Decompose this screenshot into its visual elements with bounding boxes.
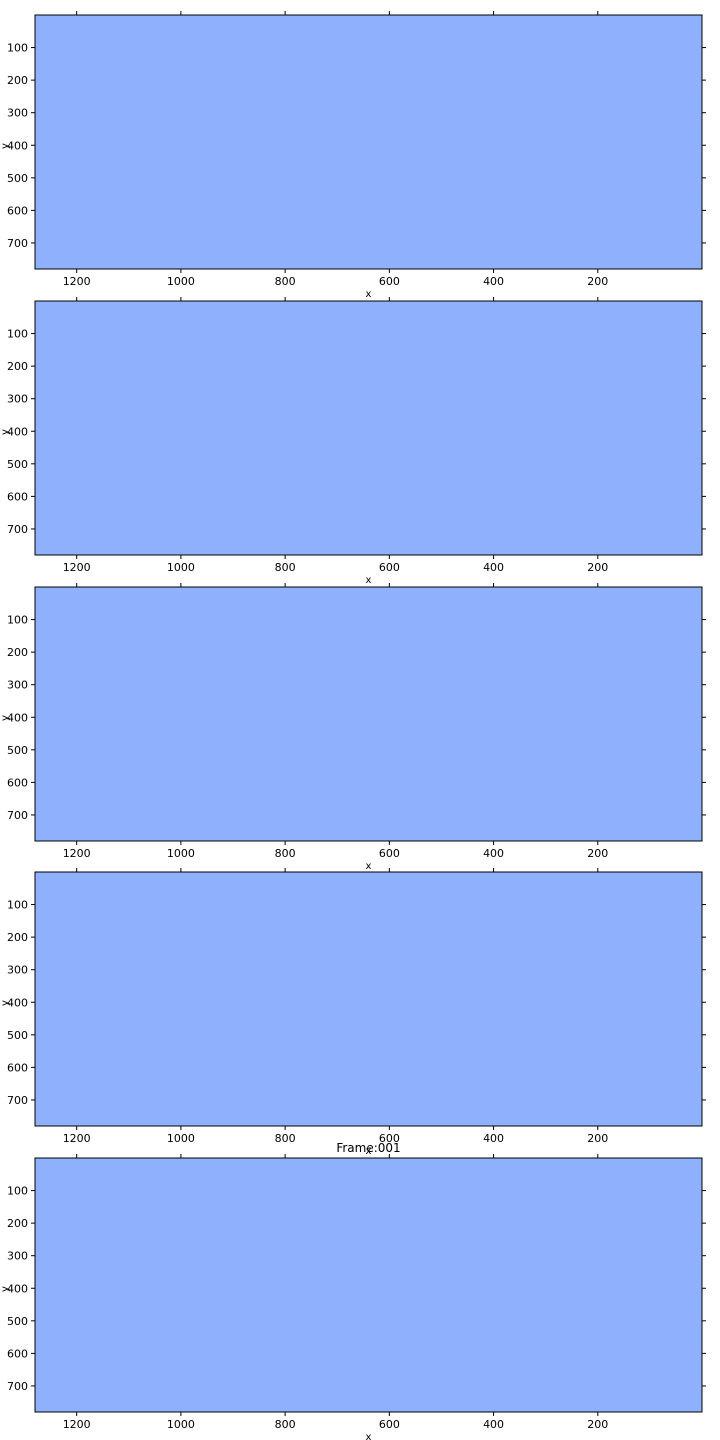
subplot-2: 1200 1000 800 600 400 200 100 200 300 400 500 600 70… <box>0 297 706 586</box>
y-tick-label: 100 <box>7 1185 28 1198</box>
subplot-1: 1200 1000 800 600 400 200 100 200 300 400 500 600 70… <box>0 11 706 300</box>
x-tick-label: 600 <box>379 1132 400 1145</box>
x-tick-label: 1200 <box>63 1132 91 1145</box>
x-tick-label: 1200 <box>63 561 91 574</box>
subplot-3: 1200 1000 800 600 400 200 100 200 300 400 500 600 70… <box>0 583 706 872</box>
y-tick-label: 700 <box>7 1380 28 1393</box>
x-tick-label: 1000 <box>167 275 195 288</box>
y-tick-label: 400 <box>7 996 28 1009</box>
x-tick-label: 600 <box>379 847 400 860</box>
subplot-5: Frame:001 1200 1000 800 600 400 200 100 200 300 40… <box>0 1141 706 1440</box>
x-tick-label: 200 <box>587 275 608 288</box>
y-axis-label: y <box>0 143 11 149</box>
y-tick-label: 700 <box>7 1094 28 1107</box>
subplot-4: 1200 1000 800 600 400 200 100 200 300 400 500 600 70… <box>0 868 706 1157</box>
y-tick-label: 600 <box>7 204 28 217</box>
x-tick-label: 400 <box>483 561 504 574</box>
x-tick-label: 400 <box>483 1418 504 1431</box>
y-tick-label: 400 <box>7 711 28 724</box>
x-axis-label: x <box>366 861 372 872</box>
y-tick-label: 200 <box>7 1217 28 1230</box>
x-tick-label: 200 <box>587 561 608 574</box>
y-tick-label: 300 <box>7 1250 28 1263</box>
axes-frame <box>34 14 703 270</box>
axes-frame <box>34 300 703 556</box>
y-tick-label: 300 <box>7 679 28 692</box>
y-axis-label: y <box>0 1000 11 1006</box>
y-tick-label: 500 <box>7 458 28 471</box>
y-tick-label: 400 <box>7 1282 28 1295</box>
x-tick-label: 400 <box>483 847 504 860</box>
y-tick-label: 200 <box>7 646 28 659</box>
y-tick-label: 400 <box>7 425 28 438</box>
x-tick-label: 1000 <box>167 561 195 574</box>
y-tick-label: 600 <box>7 1061 28 1074</box>
heatmap-image <box>35 1158 702 1412</box>
y-tick-label: 100 <box>7 899 28 912</box>
y-axis-label: y <box>0 429 11 435</box>
y-tick-label: 700 <box>7 523 28 536</box>
y-tick-label: 600 <box>7 776 28 789</box>
y-tick-label: 100 <box>7 614 28 627</box>
x-tick-label: 1200 <box>63 1418 91 1431</box>
y-tick-label: 200 <box>7 74 28 87</box>
y-axis-label: y <box>0 715 11 721</box>
y-tick-label: 500 <box>7 1315 28 1328</box>
x-tick-label: 600 <box>379 275 400 288</box>
x-tick-label: 1000 <box>167 1418 195 1431</box>
x-tick-label: 800 <box>275 275 296 288</box>
y-tick-label: 400 <box>7 139 28 152</box>
y-tick-label: 700 <box>7 237 28 250</box>
x-tick-label: 800 <box>275 561 296 574</box>
x-tick-label: 200 <box>587 847 608 860</box>
x-tick-label: 800 <box>275 847 296 860</box>
y-tick-label: 200 <box>7 931 28 944</box>
y-tick-label: 600 <box>7 490 28 503</box>
x-tick-label: 600 <box>379 1418 400 1431</box>
y-tick-label: 300 <box>7 964 28 977</box>
x-tick-label: 400 <box>483 1132 504 1145</box>
x-tick-label: 1000 <box>167 847 195 860</box>
x-axis-label: x <box>366 1432 372 1440</box>
x-tick-label: 200 <box>587 1132 608 1145</box>
x-tick-label: 1200 <box>63 847 91 860</box>
y-tick-label: 500 <box>7 172 28 185</box>
y-tick-label: 100 <box>7 42 28 55</box>
x-tick-label: 1000 <box>167 1132 195 1145</box>
x-axis-label: x <box>366 289 372 300</box>
x-tick-label: 800 <box>275 1132 296 1145</box>
subplot-title: Frame:001 <box>336 1141 400 1155</box>
x-tick-label: 800 <box>275 1418 296 1431</box>
y-axis-label: y <box>0 1286 11 1292</box>
heatmap-image <box>35 301 702 555</box>
axes-frame <box>34 586 703 842</box>
x-tick-label: 600 <box>379 561 400 574</box>
axes-frame <box>34 871 703 1127</box>
x-tick-label: 400 <box>483 275 504 288</box>
y-tick-label: 300 <box>7 107 28 120</box>
y-tick-label: 700 <box>7 809 28 822</box>
axes-frame <box>34 1157 703 1413</box>
x-tick-label: 200 <box>587 1418 608 1431</box>
heatmap-image <box>35 872 702 1126</box>
y-tick-label: 500 <box>7 1029 28 1042</box>
heatmap-image <box>35 15 702 269</box>
y-tick-label: 600 <box>7 1347 28 1360</box>
y-tick-label: 200 <box>7 360 28 373</box>
y-tick-label: 300 <box>7 393 28 406</box>
y-tick-label: 100 <box>7 328 28 341</box>
heatmap-image <box>35 587 702 841</box>
x-axis-label: x <box>366 1146 372 1157</box>
x-tick-label: 1200 <box>63 275 91 288</box>
y-tick-label: 500 <box>7 744 28 757</box>
x-axis-label: x <box>366 575 372 586</box>
